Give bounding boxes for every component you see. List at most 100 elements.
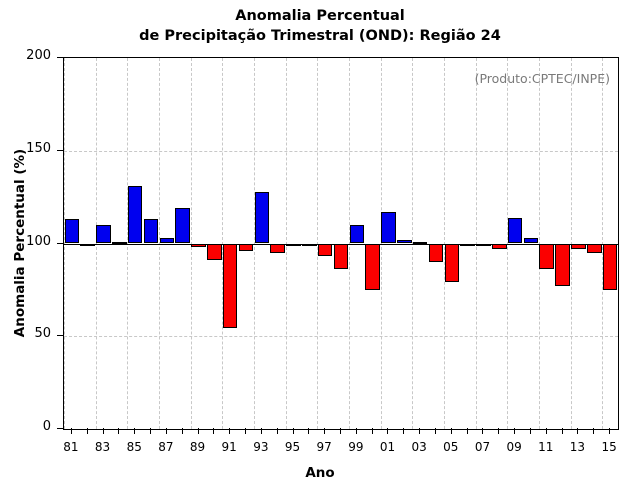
bar-86 (143, 219, 159, 244)
x-tick-mark (197, 428, 199, 434)
bar-03 (412, 241, 428, 244)
x-tick-label: 85 (126, 440, 142, 454)
chart-title-block: Anomalia Percentual de Precipitação Trim… (0, 6, 640, 46)
bar-81 (64, 219, 80, 244)
x-tick-label: 15 (601, 440, 617, 454)
x-tick-label: 95 (284, 440, 301, 454)
bar-92 (238, 243, 254, 251)
x-tick-label: 09 (506, 440, 522, 454)
x-tick-label: 01 (379, 440, 396, 454)
bar-85 (127, 185, 143, 244)
y-tick-mark (57, 242, 63, 244)
y-tick-mark (57, 335, 63, 337)
x-tick-mark (355, 428, 357, 434)
bar-88 (175, 208, 190, 244)
x-tick-label: 07 (474, 440, 491, 454)
bar-98 (333, 243, 349, 270)
bar-87 (159, 237, 175, 244)
bar-14 (586, 243, 602, 253)
x-axis-label: Ano (305, 465, 335, 481)
x-tick-mark (70, 428, 72, 434)
y-tick-label: 50 (34, 326, 51, 342)
bar-97 (317, 243, 333, 257)
bar-02 (397, 239, 412, 244)
bar-10 (523, 237, 539, 244)
y-tick-mark (57, 428, 63, 429)
x-tick-label: 87 (158, 440, 174, 454)
x-tick-mark-minor (466, 428, 468, 434)
x-tick-mark (260, 428, 262, 434)
x-tick-label: 03 (411, 440, 427, 454)
x-tick-mark-minor (561, 428, 563, 434)
x-tick-mark-minor (150, 428, 152, 434)
horizontal-gridline (64, 336, 618, 338)
plot-inner (64, 58, 618, 429)
bar-01 (381, 211, 396, 244)
bar-83 (96, 224, 111, 244)
bar-90 (207, 243, 222, 261)
x-tick-mark (387, 428, 389, 434)
x-tick-label: 11 (538, 440, 554, 454)
bar-99 (349, 224, 365, 244)
x-tick-mark (419, 428, 421, 434)
x-tick-mark-minor (213, 428, 215, 434)
y-tick-label: 150 (26, 140, 51, 156)
x-tick-mark-minor (403, 428, 405, 434)
y-tick-label: 0 (42, 419, 51, 434)
bar-15 (602, 243, 618, 290)
x-tick-mark (609, 428, 611, 434)
plot-area: (Produto:CPTEC/INPE) (63, 57, 619, 430)
x-tick-mark (577, 428, 579, 434)
bar-12 (555, 243, 570, 287)
y-tick-label: 200 (26, 48, 51, 63)
bar-91 (222, 243, 238, 328)
x-tick-mark (102, 428, 104, 434)
x-tick-label: 05 (443, 440, 459, 454)
x-tick-mark-minor (434, 428, 436, 434)
bar-05 (444, 243, 460, 283)
chart-subtitle: de Precipitação Trimestral (OND): Região… (139, 28, 501, 44)
x-tick-mark-minor (593, 428, 595, 434)
x-tick-mark (514, 428, 516, 434)
x-tick-mark (482, 428, 484, 434)
x-tick-mark-minor (181, 428, 183, 434)
x-tick-label: 91 (221, 440, 237, 454)
x-tick-mark (324, 428, 326, 434)
x-tick-mark-minor (118, 428, 120, 434)
bar-94 (270, 243, 285, 253)
x-tick-label: 81 (63, 440, 79, 454)
x-tick-mark (545, 428, 547, 434)
x-tick-mark-minor (245, 428, 247, 434)
x-tick-mark-minor (371, 428, 373, 434)
x-tick-mark (134, 428, 136, 434)
bar-00 (365, 243, 380, 290)
y-tick-label: 100 (26, 233, 51, 249)
x-tick-mark-minor (308, 428, 310, 434)
x-tick-mark-minor (86, 428, 88, 434)
bar-04 (428, 243, 444, 263)
x-tick-label: 89 (189, 440, 206, 454)
baseline-100 (64, 243, 618, 245)
x-tick-mark (450, 428, 452, 434)
horizontal-gridline (64, 150, 618, 152)
y-tick-mark (57, 149, 63, 151)
x-tick-label: 93 (253, 440, 269, 454)
x-tick-mark (229, 428, 231, 434)
bar-93 (254, 191, 270, 244)
x-tick-mark-minor (340, 428, 341, 434)
x-tick-label: 97 (316, 440, 332, 454)
bar-11 (539, 243, 555, 270)
x-tick-mark-minor (276, 428, 278, 434)
x-tick-mark-minor (529, 428, 531, 434)
chart-annotation: (Produto:CPTEC/INPE) (474, 71, 610, 86)
x-tick-mark (165, 428, 167, 434)
x-tick-mark-minor (498, 428, 500, 434)
x-tick-mark (292, 428, 294, 434)
bar-09 (507, 217, 523, 244)
x-tick-label: 83 (94, 440, 111, 454)
x-tick-label: 13 (569, 440, 586, 454)
bar-84 (112, 241, 127, 244)
page-title: Anomalia Percentual (235, 8, 405, 24)
x-tick-label: 99 (348, 440, 364, 454)
